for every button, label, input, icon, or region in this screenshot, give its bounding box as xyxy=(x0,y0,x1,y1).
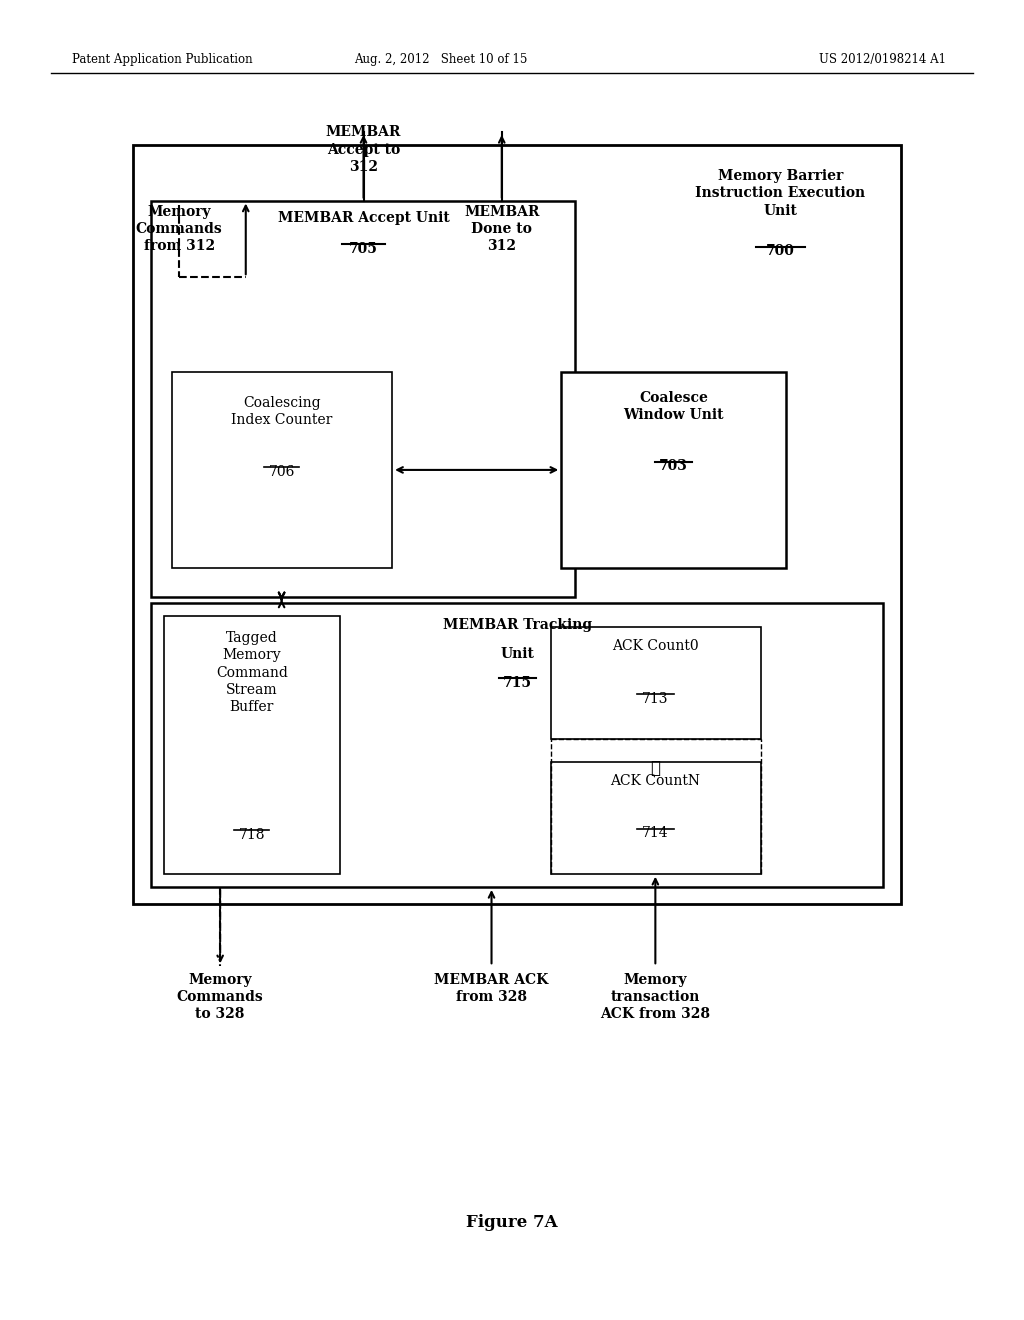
Text: Patent Application Publication: Patent Application Publication xyxy=(72,53,252,66)
Text: 706: 706 xyxy=(268,465,295,479)
Text: Unit: Unit xyxy=(500,647,535,661)
Text: 714: 714 xyxy=(642,826,669,841)
Bar xyxy=(151,603,883,887)
Bar xyxy=(551,627,761,739)
Text: 718: 718 xyxy=(239,828,265,842)
Text: US 2012/0198214 A1: US 2012/0198214 A1 xyxy=(819,53,946,66)
Bar xyxy=(133,145,901,904)
Text: Figure 7A: Figure 7A xyxy=(466,1214,558,1232)
Text: 713: 713 xyxy=(642,692,669,706)
Text: Memory
transaction
ACK from 328: Memory transaction ACK from 328 xyxy=(600,973,711,1022)
Text: MEMBAR
Accept to
312: MEMBAR Accept to 312 xyxy=(326,125,401,174)
Text: Memory Barrier
Instruction Execution
Unit: Memory Barrier Instruction Execution Uni… xyxy=(695,169,865,218)
Text: 715: 715 xyxy=(503,676,531,690)
Bar xyxy=(561,372,786,568)
Bar xyxy=(551,762,761,874)
Bar xyxy=(151,201,575,597)
Text: Memory
Commands
to 328: Memory Commands to 328 xyxy=(177,973,263,1022)
Text: 705: 705 xyxy=(349,242,378,256)
Text: ACK CountN: ACK CountN xyxy=(610,774,700,788)
Bar xyxy=(172,372,392,568)
Text: Memory
Commands
from 312: Memory Commands from 312 xyxy=(136,205,222,253)
Text: Aug. 2, 2012   Sheet 10 of 15: Aug. 2, 2012 Sheet 10 of 15 xyxy=(353,53,527,66)
Text: Tagged
Memory
Command
Stream
Buffer: Tagged Memory Command Stream Buffer xyxy=(216,631,288,714)
Bar xyxy=(164,616,340,874)
Text: MEMBAR Tracking: MEMBAR Tracking xyxy=(442,618,592,632)
Text: ⋮: ⋮ xyxy=(650,760,660,777)
Text: Coalesce
Window Unit: Coalesce Window Unit xyxy=(624,391,724,422)
Text: Coalescing
Index Counter: Coalescing Index Counter xyxy=(231,396,332,428)
Text: MEMBAR ACK
from 328: MEMBAR ACK from 328 xyxy=(434,973,549,1005)
Text: 700: 700 xyxy=(766,244,795,259)
Text: ACK Count0: ACK Count0 xyxy=(612,639,698,653)
Text: MEMBAR Accept Unit: MEMBAR Accept Unit xyxy=(278,211,450,226)
Text: MEMBAR
Done to
312: MEMBAR Done to 312 xyxy=(464,205,540,253)
Text: 703: 703 xyxy=(659,459,688,474)
